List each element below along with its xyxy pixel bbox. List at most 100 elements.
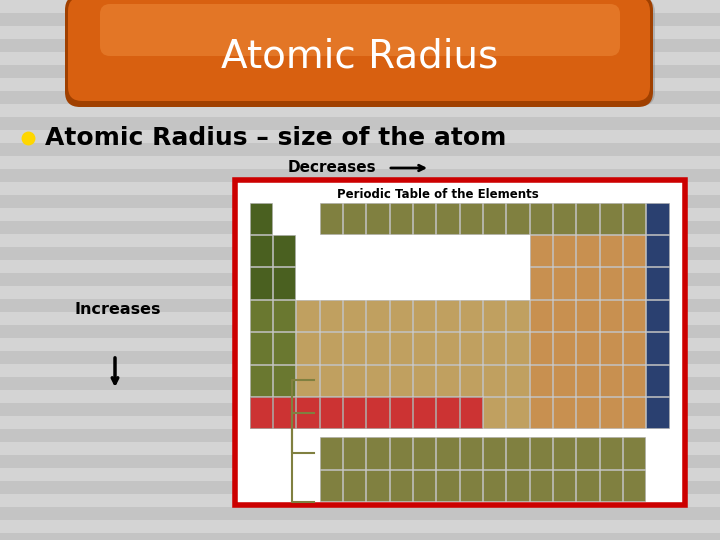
Bar: [0, 117, 720, 130]
Text: 1: 1: [240, 214, 246, 222]
Bar: [0, 234, 720, 247]
Text: Periodic Table of the Elements: Periodic Table of the Elements: [337, 187, 539, 200]
Bar: [273, 397, 295, 428]
Bar: [366, 470, 389, 501]
Bar: [483, 470, 505, 501]
Bar: [600, 364, 622, 396]
Bar: [0, 169, 720, 182]
Bar: [577, 470, 599, 501]
Bar: [647, 202, 669, 234]
Bar: [250, 267, 272, 299]
Bar: [459, 364, 482, 396]
Bar: [530, 364, 552, 396]
Bar: [0, 442, 720, 455]
Text: Atomic Radius: Atomic Radius: [221, 38, 499, 76]
Bar: [413, 364, 436, 396]
Bar: [577, 332, 599, 363]
Bar: [483, 300, 505, 331]
Bar: [0, 351, 720, 364]
Bar: [600, 437, 622, 469]
Bar: [0, 338, 720, 351]
Bar: [320, 397, 342, 428]
Bar: [390, 437, 412, 469]
Bar: [577, 202, 599, 234]
Bar: [506, 202, 528, 234]
Bar: [0, 91, 720, 104]
Bar: [296, 332, 318, 363]
Bar: [366, 364, 389, 396]
Text: 4: 4: [240, 311, 246, 320]
Bar: [459, 397, 482, 428]
Bar: [623, 332, 645, 363]
Bar: [553, 364, 575, 396]
Bar: [459, 332, 482, 363]
FancyBboxPatch shape: [100, 4, 620, 56]
Bar: [530, 300, 552, 331]
Bar: [273, 300, 295, 331]
Bar: [0, 364, 720, 377]
Bar: [623, 267, 645, 299]
Bar: [459, 300, 482, 331]
Bar: [343, 300, 365, 331]
Bar: [436, 397, 459, 428]
Bar: [0, 273, 720, 286]
Bar: [530, 235, 552, 266]
Bar: [0, 260, 720, 273]
Bar: [647, 300, 669, 331]
Bar: [366, 397, 389, 428]
Bar: [366, 437, 389, 469]
Bar: [390, 397, 412, 428]
Bar: [250, 300, 272, 331]
Bar: [483, 364, 505, 396]
Bar: [623, 235, 645, 266]
Bar: [506, 470, 528, 501]
Bar: [600, 267, 622, 299]
FancyBboxPatch shape: [65, 0, 653, 107]
Bar: [343, 470, 365, 501]
Text: Decreases: Decreases: [288, 160, 377, 176]
Bar: [577, 300, 599, 331]
Bar: [483, 202, 505, 234]
Bar: [0, 195, 720, 208]
Bar: [553, 202, 575, 234]
Bar: [0, 221, 720, 234]
Bar: [250, 364, 272, 396]
Bar: [250, 332, 272, 363]
Bar: [600, 202, 622, 234]
Bar: [483, 397, 505, 428]
Bar: [0, 299, 720, 312]
Bar: [0, 0, 720, 13]
Bar: [413, 397, 436, 428]
Bar: [390, 202, 412, 234]
Bar: [530, 397, 552, 428]
Bar: [413, 437, 436, 469]
Bar: [0, 403, 720, 416]
Bar: [0, 494, 720, 507]
Text: 2: 2: [240, 246, 246, 255]
Bar: [530, 437, 552, 469]
Bar: [647, 332, 669, 363]
Bar: [320, 364, 342, 396]
Bar: [483, 437, 505, 469]
FancyBboxPatch shape: [69, 0, 655, 106]
Bar: [0, 533, 720, 540]
Bar: [0, 78, 720, 91]
Bar: [390, 300, 412, 331]
Bar: [436, 397, 459, 428]
Bar: [320, 202, 342, 234]
Bar: [553, 470, 575, 501]
Text: 5: 5: [240, 343, 246, 352]
Bar: [0, 182, 720, 195]
Bar: [0, 377, 720, 390]
Bar: [0, 325, 720, 338]
Bar: [553, 437, 575, 469]
Bar: [600, 332, 622, 363]
Bar: [250, 202, 272, 234]
Bar: [273, 397, 295, 428]
Bar: [390, 364, 412, 396]
Bar: [0, 39, 720, 52]
Bar: [250, 397, 272, 428]
Bar: [506, 364, 528, 396]
Bar: [459, 397, 482, 428]
Bar: [553, 267, 575, 299]
